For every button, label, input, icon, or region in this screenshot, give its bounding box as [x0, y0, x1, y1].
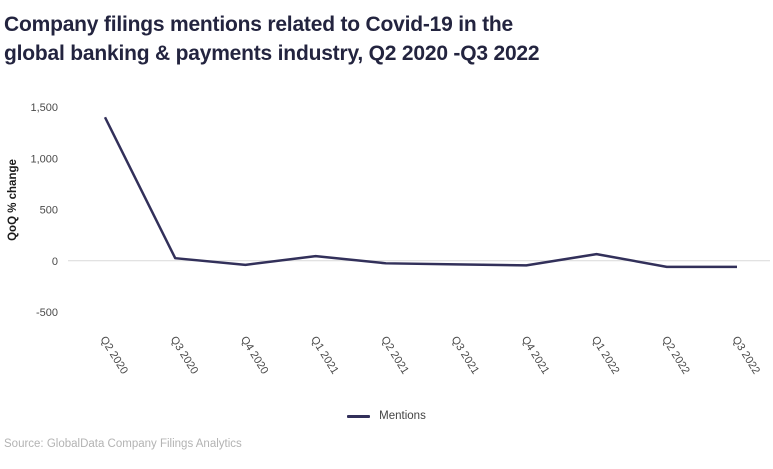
y-axis-tick-label: 1,000	[30, 153, 58, 165]
x-axis-tick-label: Q3 2021	[449, 334, 482, 376]
x-axis-tick-label: Q2 2020	[97, 334, 130, 376]
x-axis-tick-label: Q1 2022	[589, 334, 622, 376]
chart-title-line-2: global banking & payments industry, Q2 2…	[4, 42, 540, 65]
chart-title-line-1: Company filings mentions related to Covi…	[4, 13, 514, 36]
line-chart-canvas: 1,500 1,000 500 0 -500 QoQ % change Q2 2020 Q3 …	[7, 102, 770, 376]
x-axis-tick-label: Q4 2020	[238, 334, 271, 376]
chart-title: Company filings mentions related to Covi…	[4, 10, 540, 68]
legend-line-swatch	[347, 414, 371, 418]
x-axis-tick-label: Q1 2021	[308, 334, 341, 376]
chart-legend: Mentions	[0, 410, 773, 422]
series-line-mentions	[103, 116, 737, 269]
y-axis-tick-label: -500	[36, 307, 58, 319]
y-axis-tick-label: 0	[52, 256, 58, 268]
x-axis-tick-label: Q3 2022	[729, 334, 762, 376]
x-axis-tick-label: Q4 2021	[519, 334, 552, 376]
legend-label-mentions: Mentions	[379, 410, 426, 422]
source-note: Source: GlobalData Company Filings Analy…	[4, 438, 242, 450]
y-axis-tick-label: 1,500	[30, 102, 58, 114]
x-axis-tick-label: Q2 2021	[378, 334, 411, 376]
x-axis-tick-label: Q2 2022	[659, 334, 692, 376]
y-axis-title: QoQ % change	[7, 159, 19, 241]
y-axis-tick-label: 500	[40, 205, 58, 217]
x-axis-tick-label: Q3 2020	[168, 334, 201, 376]
